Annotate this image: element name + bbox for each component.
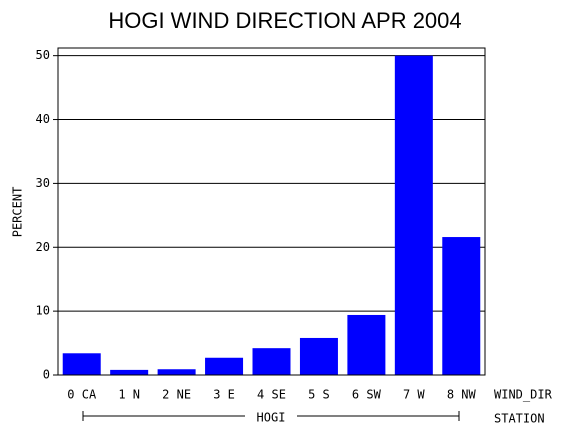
x-axis-label: WIND_DIR: [494, 388, 553, 402]
x-tick-label: 6 SW: [352, 388, 382, 402]
bar: [442, 237, 481, 375]
x-tick-label: 2 NE: [162, 388, 191, 402]
x-tick-label: 5 S: [308, 388, 330, 402]
y-tick-label: 20: [36, 240, 50, 254]
bar: [347, 314, 386, 375]
plot-frame: [57, 47, 486, 376]
y-tick-label: 10: [36, 304, 50, 318]
bar: [394, 55, 433, 375]
y-tick-label: 0: [43, 368, 50, 382]
y-tick-label: 50: [36, 48, 50, 62]
group-axis-label: STATION: [494, 412, 545, 426]
bar: [205, 357, 244, 375]
x-tick-label: 8 NW: [447, 388, 477, 402]
y-tick-label: 30: [36, 176, 50, 190]
bar: [299, 337, 338, 375]
bar: [252, 348, 291, 375]
bar: [110, 369, 149, 375]
x-tick-label: 7 W: [403, 388, 425, 402]
x-tick-label: 0 CA: [67, 388, 97, 402]
x-tick-label: 4 SE: [257, 388, 286, 402]
x-tick-label: 1 N: [118, 388, 140, 402]
x-tick-label: 3 E: [213, 388, 235, 402]
bar: [62, 353, 101, 375]
group-label: HOGI: [257, 411, 286, 425]
y-tick-label: 40: [36, 112, 50, 126]
bar: [157, 369, 196, 375]
y-axis-label: PERCENT: [11, 187, 25, 238]
chart-title: HOGI WIND DIRECTION APR 2004: [108, 8, 461, 33]
